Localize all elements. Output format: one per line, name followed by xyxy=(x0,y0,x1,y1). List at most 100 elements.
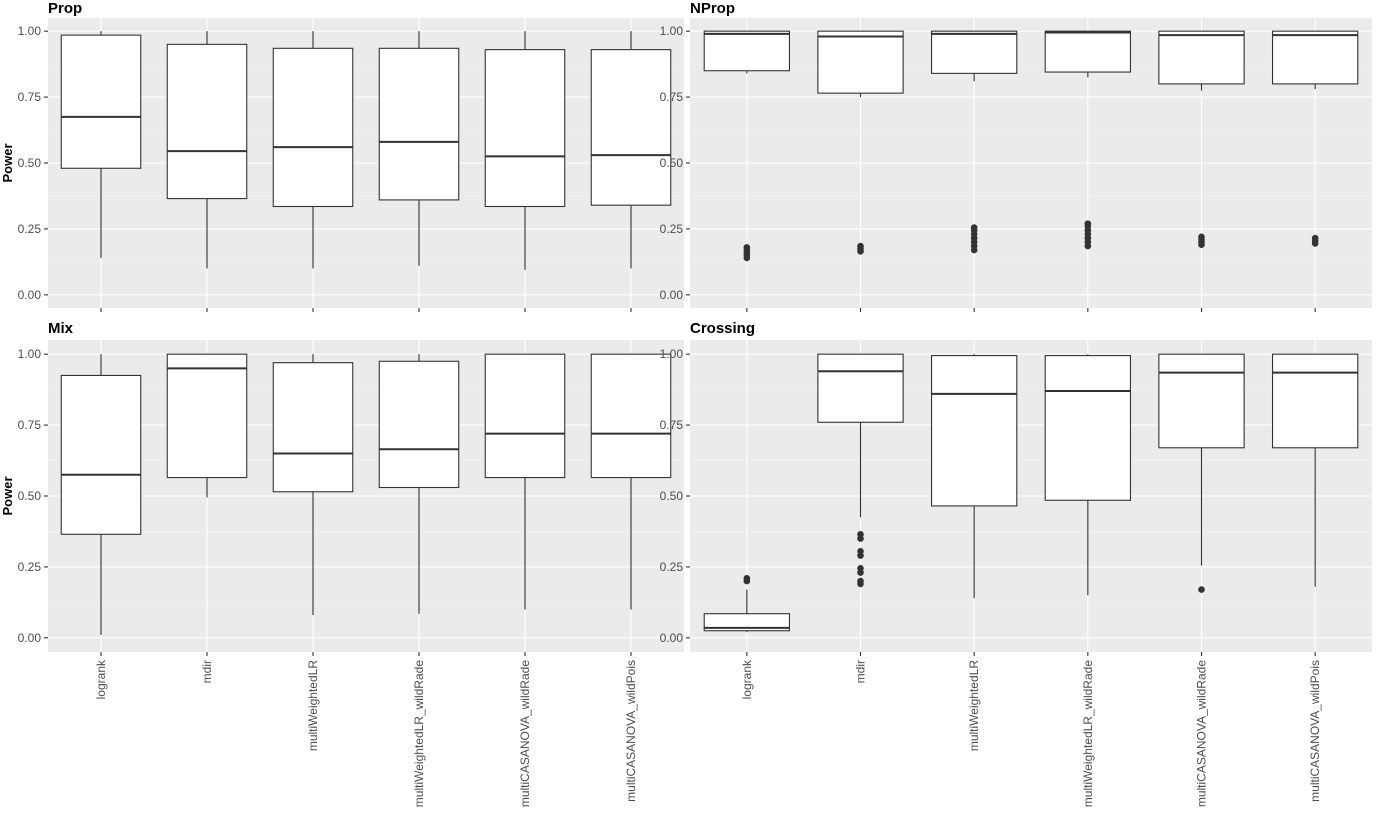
y-tick-label: 0.25 xyxy=(660,222,684,236)
y-tick-label: 0.25 xyxy=(18,222,42,236)
panel-title: Crossing xyxy=(690,320,755,337)
box-multicasanova-wildpois xyxy=(1271,30,1359,247)
iqr-box xyxy=(1271,30,1359,85)
y-tick-label: 1.00 xyxy=(660,347,684,361)
iqr-box xyxy=(60,34,142,169)
box-logrank xyxy=(60,354,142,635)
y-tick-label: 0.00 xyxy=(18,288,42,302)
box-mdir xyxy=(817,353,904,588)
box-logrank xyxy=(703,574,791,633)
panel-prop: 0.00 0.25 0.50 0.75 1.00 Prop Power xyxy=(0,0,684,312)
iqr-box xyxy=(166,43,248,200)
outlier-point xyxy=(857,565,864,572)
iqr-box xyxy=(703,30,791,72)
box-multicasanova-wildrade xyxy=(484,353,566,610)
outlier-point xyxy=(1198,586,1205,593)
iqr-box xyxy=(1044,355,1132,501)
box-mdir xyxy=(166,353,248,498)
outlier-point xyxy=(1198,233,1205,241)
box-multicasanova-wildpois xyxy=(1271,353,1359,587)
outlier-point xyxy=(970,224,978,231)
box-multiweightedlr-wildrade xyxy=(1044,354,1132,596)
iqr-box xyxy=(378,360,460,489)
y-tick-label: 0.00 xyxy=(660,288,684,302)
y-tick-label: 0.25 xyxy=(18,560,42,574)
iqr-box xyxy=(1044,30,1132,73)
panel-nprop: 0.00 0.25 0.50 0.75 1.00 NProp xyxy=(660,0,1372,312)
y-tick-label: 1.00 xyxy=(660,24,684,38)
outlier-point xyxy=(743,244,751,251)
iqr-box xyxy=(1271,353,1359,449)
iqr-box xyxy=(484,353,566,479)
y-axis-title: Power xyxy=(0,143,15,182)
y-tick-label: 0.75 xyxy=(18,90,42,104)
x-tick-label-multicasanova-wildrade: multiCASANOVA_wildRade xyxy=(1195,660,1209,807)
iqr-box xyxy=(1158,353,1245,449)
y-tick-label: 0.75 xyxy=(18,418,42,432)
outlier-point xyxy=(857,548,864,555)
panel-crossing: 0.00 0.25 0.50 0.75 1.00 logrank mdir multiWeig… xyxy=(660,320,1372,807)
iqr-box xyxy=(166,353,248,479)
box-multicasanova-wildpois xyxy=(590,353,672,610)
x-tick-label-logrank: logrank xyxy=(740,659,754,699)
x-tick-label-multicasanova-wildrade: multiCASANOVA_wildRade xyxy=(518,660,532,807)
y-tick-label: 0.75 xyxy=(660,90,684,104)
iqr-box xyxy=(590,49,672,206)
iqr-box xyxy=(590,353,672,479)
y-tick-label: 0.00 xyxy=(660,631,684,645)
x-tick-label-mdir: mdir xyxy=(200,660,214,683)
iqr-box xyxy=(378,47,460,201)
box-multiweightedlr xyxy=(930,354,1018,599)
x-tick-label-multicasanova-wildpois: multiCASANOVA_wildPois xyxy=(1308,660,1322,802)
iqr-box xyxy=(272,47,354,208)
box-mdir xyxy=(166,31,248,269)
box-multicasanova-wildrade xyxy=(484,31,566,270)
box-multicasanova-wildrade xyxy=(1158,30,1245,249)
y-axis-title: Power xyxy=(0,476,15,515)
box-multicasanova-wildrade xyxy=(1158,353,1245,593)
box-multiweightedlr xyxy=(272,354,354,616)
x-tick-label-logrank: logrank xyxy=(94,659,108,699)
box-multiweightedlr xyxy=(930,30,1018,254)
y-tick-label: 0.50 xyxy=(18,156,42,170)
x-tick-label-multiweightedlr: multiWeightedLR xyxy=(967,660,981,751)
panel-title: NProp xyxy=(690,0,735,17)
outlier-point xyxy=(857,577,864,585)
y-tick-label: 0.25 xyxy=(660,560,684,574)
outlier-point xyxy=(1084,220,1092,227)
box-logrank xyxy=(703,30,791,262)
box-multiweightedlr-wildrade xyxy=(378,354,460,614)
x-tick-label-multicasanova-wildpois: multiCASANOVA_wildPois xyxy=(624,660,638,802)
y-tick-label: 0.50 xyxy=(660,156,684,170)
box-mdir xyxy=(817,30,904,255)
outlier-point xyxy=(1311,234,1319,242)
iqr-box xyxy=(930,355,1018,507)
iqr-box xyxy=(703,613,791,632)
outlier-point xyxy=(743,574,751,582)
iqr-box xyxy=(272,362,354,493)
iqr-box xyxy=(817,30,904,94)
y-tick-label: 1.00 xyxy=(18,347,42,361)
y-tick-label: 1.00 xyxy=(18,24,42,38)
box-multicasanova-wildpois xyxy=(590,31,672,269)
box-logrank xyxy=(60,31,142,258)
iqr-box xyxy=(60,374,142,535)
box-multiweightedlr xyxy=(272,31,354,269)
outlier-point xyxy=(857,242,864,250)
x-tick-label-multiweightedlr: multiWeightedLR xyxy=(306,660,320,751)
panel-title: Prop xyxy=(48,0,82,17)
iqr-box xyxy=(484,49,566,208)
x-tick-label-mdir: mdir xyxy=(854,660,868,683)
y-tick-label: 0.50 xyxy=(660,489,684,503)
outlier-point xyxy=(857,530,864,538)
y-tick-label: 0.00 xyxy=(18,631,42,645)
iqr-box xyxy=(930,30,1018,74)
box-multiweightedlr-wildrade xyxy=(378,31,460,266)
box-multiweightedlr-wildrade xyxy=(1044,30,1132,250)
iqr-box xyxy=(817,353,904,423)
x-tick-label-multiweightedlr-wildrade: multiWeightedLR_wildRade xyxy=(1081,660,1095,808)
panel-mix: 0.00 0.25 0.50 0.75 1.00 logrank mdir multiWeig… xyxy=(0,320,684,807)
x-tick-label-multiweightedlr-wildrade: multiWeightedLR_wildRade xyxy=(412,660,426,808)
panel-title: Mix xyxy=(48,320,74,337)
